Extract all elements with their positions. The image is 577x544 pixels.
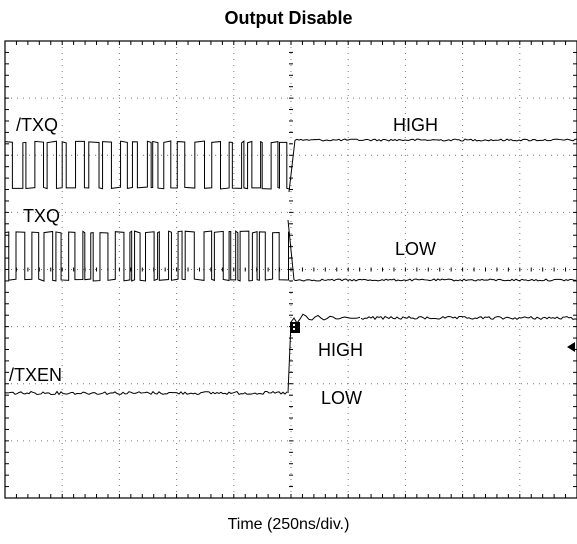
chart-traces xyxy=(4,138,577,396)
trigger-marker xyxy=(290,322,300,333)
trace-txq-inv-edge xyxy=(288,139,296,193)
chart-grid xyxy=(4,40,577,499)
annotation-txq-low: LOW xyxy=(395,239,436,259)
annotation-txen-high: HIGH xyxy=(318,340,363,360)
trace-txq-inv-high xyxy=(294,138,577,142)
trace-txen-edge xyxy=(287,313,361,394)
plot-frame xyxy=(4,40,577,499)
series-label-txq: TXQ xyxy=(23,206,60,226)
trace-txen-low xyxy=(4,390,288,396)
x-axis-label: Time (250ns/div.) xyxy=(227,516,350,533)
annotation-txen-low: LOW xyxy=(321,388,362,408)
chart-labels: /TXQ HIGH TXQ LOW HIGH /TXEN LOW xyxy=(9,115,438,408)
trace-txen-high xyxy=(360,315,577,321)
annotation-txq-inv-high: HIGH xyxy=(393,115,438,135)
level-arrow-icon xyxy=(567,342,575,352)
series-label-txen: /TXEN xyxy=(9,365,62,385)
chart-title: Output Disable xyxy=(224,8,353,28)
series-label-txq-inv: /TXQ xyxy=(16,115,58,135)
trace-txq-toggle xyxy=(4,230,290,282)
trace-txq-edge xyxy=(287,219,295,281)
trace-txq-low xyxy=(293,278,577,282)
trace-txq-inv-toggle xyxy=(4,140,290,190)
